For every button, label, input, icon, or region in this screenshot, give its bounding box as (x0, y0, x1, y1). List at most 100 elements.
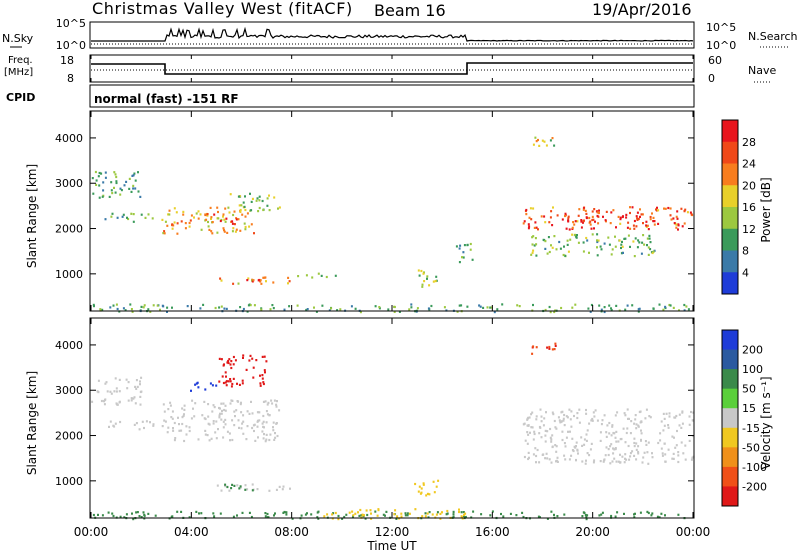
heatmap-cell (181, 407, 184, 410)
heatmap-cell (648, 415, 651, 418)
heatmap-cell (647, 441, 650, 444)
heatmap-cell (420, 491, 423, 494)
heatmap-cell (250, 209, 253, 212)
heatmap-cell (586, 239, 589, 242)
heatmap-cell (608, 421, 611, 425)
heatmap-cell (588, 251, 590, 254)
heatmap-cell (114, 377, 117, 380)
heatmap-cell (637, 425, 640, 428)
heatmap-cell (644, 417, 647, 420)
heatmap-cell (269, 433, 272, 436)
heatmap-cell (491, 510, 494, 513)
heatmap-cell (589, 223, 592, 226)
heatmap-cell (557, 416, 560, 419)
heatmap-cell (585, 518, 588, 521)
heatmap-cell (98, 171, 101, 175)
heatmap-cell (635, 423, 638, 426)
heatmap-cell (610, 253, 613, 256)
heatmap-cell (232, 355, 235, 359)
heatmap-cell (209, 382, 212, 385)
heatmap-cell (223, 230, 226, 233)
heatmap-cell (615, 226, 617, 229)
heatmap-cell (539, 516, 541, 519)
heatmap-cell (170, 515, 173, 518)
heatmap-cell (522, 515, 525, 519)
heatmap-cell (619, 453, 621, 456)
heatmap-cell (255, 359, 258, 362)
heatmap-cell (623, 461, 626, 464)
heatmap-cell (550, 244, 552, 247)
heatmap-cell (620, 252, 623, 255)
heatmap-cell (218, 416, 221, 419)
heatmap-cell (554, 342, 557, 345)
heatmap-cell (464, 515, 467, 519)
heatmap-cell (241, 379, 244, 382)
heatmap-cell (207, 415, 210, 418)
heatmap-cell (273, 438, 276, 441)
heatmap-cell (104, 171, 107, 174)
heatmap-cell (527, 457, 530, 461)
heatmap-cell (687, 308, 690, 311)
heatmap-cell (183, 439, 186, 443)
heatmap-cell (118, 400, 121, 403)
heatmap-cell (250, 515, 253, 519)
heatmap-cell (123, 184, 126, 187)
heatmap-cell (635, 225, 638, 228)
heatmap-cell (101, 195, 104, 198)
beam-label: Beam 16 (374, 1, 446, 20)
heatmap-cell (466, 243, 469, 246)
heatmap-cell (610, 434, 613, 437)
heatmap-cell (139, 195, 142, 198)
heatmap-cell (354, 512, 357, 515)
heatmap-cell (629, 245, 631, 248)
heatmap-cell (633, 441, 636, 445)
heatmap-cell (648, 234, 651, 237)
heatmap-cell (144, 216, 147, 219)
heatmap-cell (323, 515, 326, 518)
heatmap-cell (97, 379, 100, 382)
heatmap-cell (655, 208, 657, 211)
heatmap-cell (549, 436, 552, 439)
heatmap-cell (191, 399, 194, 402)
heatmap-cell (633, 437, 636, 440)
freq-panel-frame (89, 54, 695, 83)
heatmap-cell (127, 217, 130, 221)
heatmap-cell (130, 190, 133, 193)
heatmap-cell (105, 381, 108, 384)
heatmap-cell (672, 306, 675, 309)
heatmap-cell (661, 454, 664, 457)
heatmap-cell (116, 403, 119, 406)
heatmap-cell (523, 422, 526, 425)
heatmap-cell (253, 304, 256, 307)
heatmap-cell (275, 403, 278, 406)
heatmap-cell (259, 279, 262, 282)
heatmap-cell (528, 456, 530, 459)
heatmap-cell (268, 489, 271, 492)
heatmap-cell (228, 432, 231, 435)
heatmap-cell (691, 456, 694, 459)
heatmap-cell (172, 429, 175, 432)
cpid-frame (89, 84, 695, 108)
heatmap-cell (678, 309, 680, 312)
heatmap-cell (582, 250, 585, 253)
heatmap-cell (219, 219, 222, 223)
heatmap-cell (593, 227, 595, 230)
heatmap-cell (285, 513, 288, 516)
heatmap-cell (603, 242, 606, 245)
heatmap-cell (553, 310, 556, 314)
heatmap-cell (231, 220, 234, 223)
heatmap-cell (589, 310, 592, 313)
colorbar-segment (722, 388, 738, 409)
heatmap-cell (620, 243, 623, 246)
heatmap-cell (435, 513, 438, 516)
heatmap-cell (246, 410, 249, 413)
heatmap-cell (248, 359, 251, 362)
heatmap-cell (662, 412, 665, 415)
heatmap-cell (394, 509, 397, 512)
heatmap-cell (593, 208, 596, 211)
heatmap-cell (236, 400, 239, 403)
heatmap-cell (428, 511, 431, 514)
heatmap-cell (223, 218, 226, 221)
heatmap-cell (103, 403, 106, 406)
heatmap-cell (370, 517, 373, 520)
